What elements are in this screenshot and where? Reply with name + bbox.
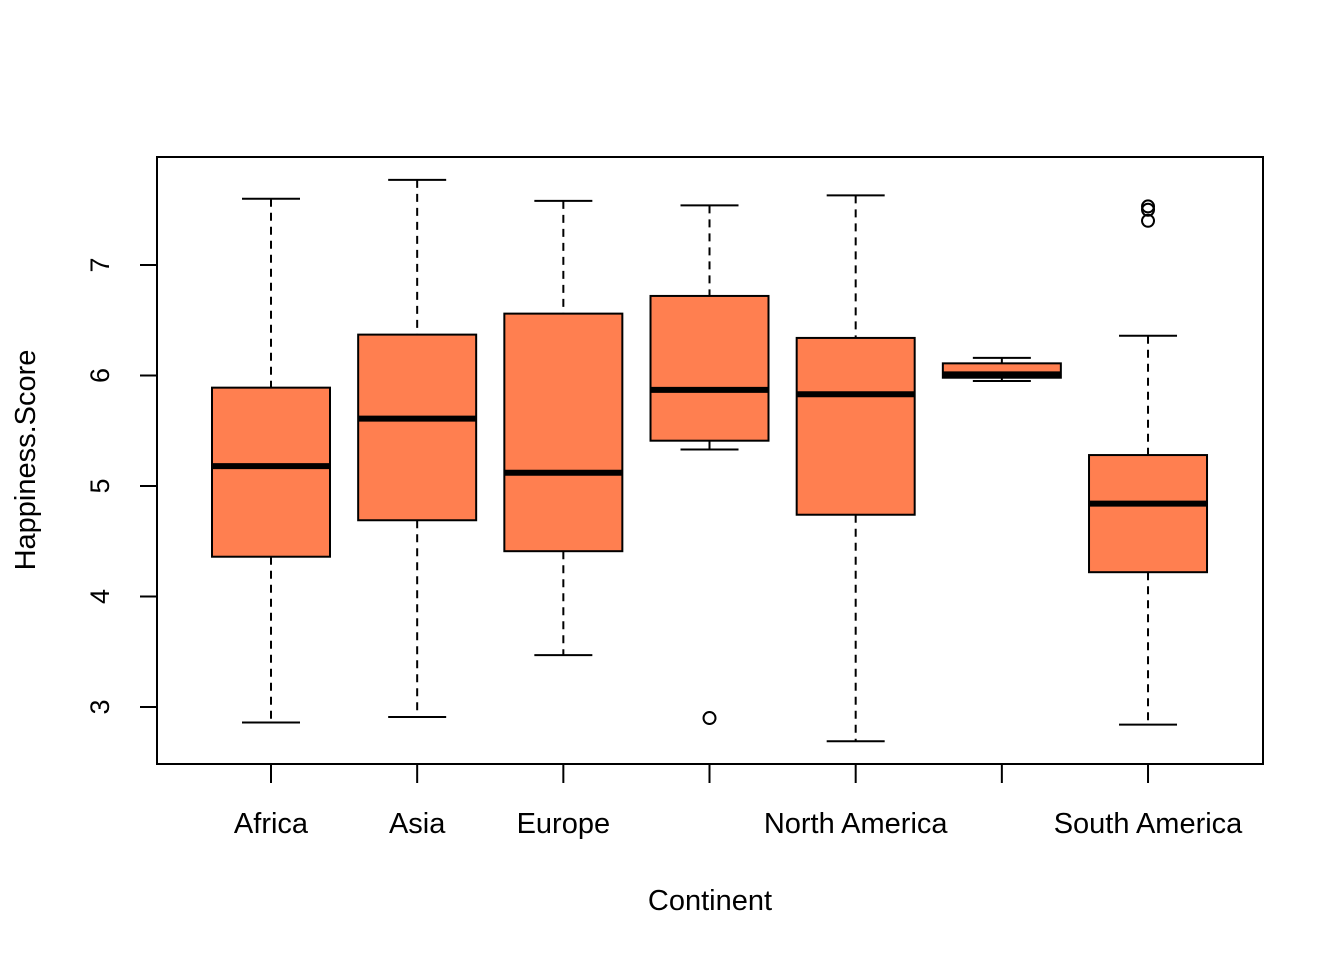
iqr-box [211,386,331,558]
x-tick-label: Asia [389,808,446,840]
y-tick-label: 3 [85,699,115,714]
y-tick-label: 4 [85,589,115,604]
box-group [211,197,331,724]
y-axis-label: Happiness.Score [10,350,42,571]
x-axis-label: Continent [648,885,772,917]
x-tick-label: North America [764,808,949,840]
y-tick-label: 7 [85,257,115,272]
box-group [795,194,916,743]
outlier-point [1141,199,1156,214]
iqr-box [1088,454,1209,574]
box-group [941,356,1062,383]
x-tick-label: Europe [517,808,611,840]
y-tick-label: 5 [85,478,115,493]
boxes-layer [211,178,1209,743]
box-group [1088,199,1209,726]
iqr-box [649,294,770,442]
iqr-box [503,312,624,553]
y-axis: 3 4 5 6 7 [85,257,158,715]
box-group [503,199,624,657]
box-group [649,204,770,726]
x-tick-label: South America [1054,808,1243,840]
iqr-box [795,336,916,516]
x-tick-label: Africa [234,808,309,840]
iqr-box [357,333,478,522]
outlier-point [702,711,717,726]
box-group [357,178,478,718]
x-axis: Africa Asia Europe North America South Ameri… [234,763,1243,840]
y-tick-label: 6 [85,368,115,383]
